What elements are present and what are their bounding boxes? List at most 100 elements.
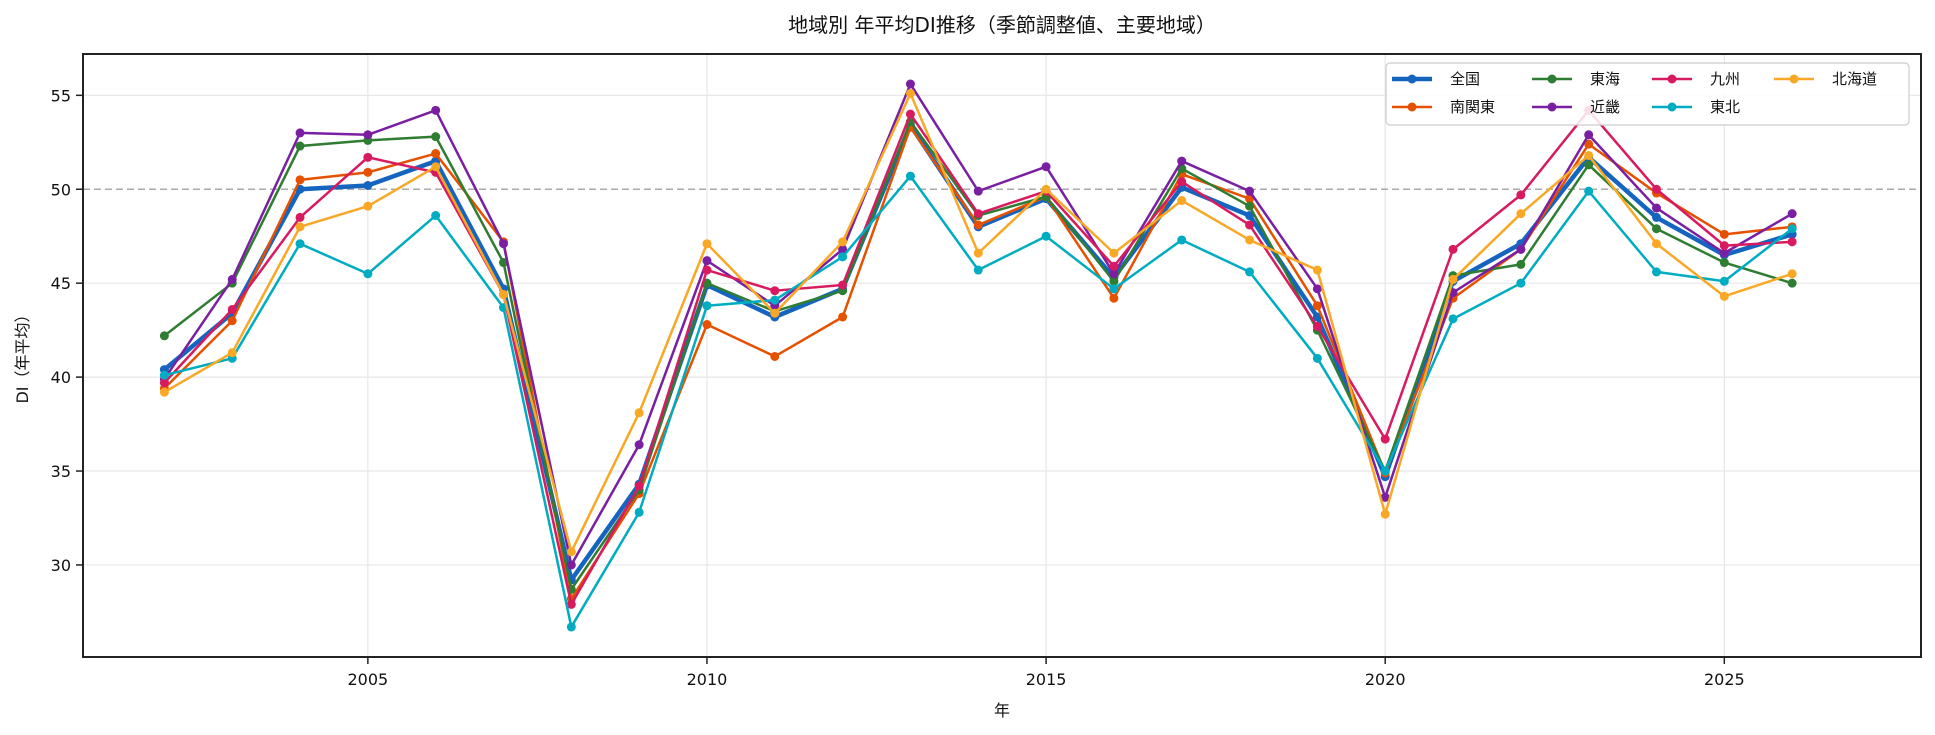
data-point-marker (1719, 241, 1729, 251)
data-point-marker (363, 180, 373, 190)
data-point-marker (295, 239, 305, 249)
legend-label: 全国 (1450, 70, 1480, 88)
data-point-marker (1177, 235, 1187, 245)
data-point-marker (973, 220, 983, 230)
series-lines (159, 79, 1797, 632)
data-point-marker (770, 351, 780, 361)
data-point-marker (431, 162, 441, 172)
legend-marker (1407, 102, 1417, 112)
data-point-marker (566, 560, 576, 570)
plot-frame (82, 53, 1922, 658)
series-5 (159, 171, 1797, 632)
data-point-marker (1245, 220, 1255, 230)
data-point-marker (1380, 466, 1390, 476)
data-point-marker (227, 316, 237, 326)
data-point-marker (702, 265, 712, 275)
data-point-marker (566, 622, 576, 632)
data-point-marker (1312, 312, 1322, 322)
data-point-marker (1787, 209, 1797, 219)
data-point-marker (973, 265, 983, 275)
y-tick-label: 40 (51, 368, 71, 387)
data-point-marker (1516, 190, 1526, 200)
data-point-marker (702, 320, 712, 330)
chart-title: 地域別 年平均DI推移（季節調整値、主要地域） (788, 13, 1216, 37)
data-point-marker (770, 286, 780, 296)
data-point-marker (905, 109, 915, 119)
data-point-marker (838, 280, 848, 290)
data-point-marker (1312, 353, 1322, 363)
data-point-marker (1584, 150, 1594, 160)
data-point-marker (770, 308, 780, 318)
data-point-marker (363, 269, 373, 279)
data-point-marker (1719, 258, 1729, 268)
data-point-marker (227, 274, 237, 284)
data-point-marker (1041, 184, 1051, 194)
data-point-marker (1516, 278, 1526, 288)
data-point-marker (838, 244, 848, 254)
legend-marker (1547, 74, 1557, 84)
x-axis-ticks: 2005 2010 2015 2020 2025 (347, 657, 1745, 689)
data-point-marker (1312, 284, 1322, 294)
x-tick-label: 2005 (347, 670, 388, 689)
data-point-marker (431, 149, 441, 159)
legend-item: 九州 (1652, 70, 1740, 88)
data-point-marker (295, 141, 305, 151)
legend-label: 東海 (1590, 70, 1620, 88)
data-point-marker (1109, 284, 1119, 294)
data-point-marker (1109, 276, 1119, 286)
data-point-marker (1245, 235, 1255, 245)
data-point-marker (1245, 267, 1255, 277)
data-point-marker (159, 378, 169, 388)
data-point-marker (1312, 265, 1322, 275)
data-point-marker (499, 239, 509, 249)
data-point-marker (634, 440, 644, 450)
data-point-marker (1719, 291, 1729, 301)
legend-marker (1789, 74, 1799, 84)
legend-item: 全国 (1392, 70, 1480, 88)
series-line (163, 126, 1793, 601)
data-point-marker (1787, 237, 1797, 247)
data-point-marker (431, 132, 441, 142)
y-tick-label: 45 (51, 274, 71, 293)
data-point-marker (1719, 248, 1729, 258)
data-point-marker (159, 387, 169, 397)
data-point-marker (634, 507, 644, 517)
data-point-marker (1312, 301, 1322, 311)
data-point-marker (363, 167, 373, 177)
y-tick-label: 55 (51, 86, 71, 105)
data-point-marker (1787, 224, 1797, 234)
data-point-marker (1651, 212, 1661, 222)
data-point-marker (566, 599, 576, 609)
data-point-marker (1177, 156, 1187, 166)
legend-marker (1547, 102, 1557, 112)
data-point-marker (1041, 231, 1051, 241)
data-point-marker (838, 252, 848, 262)
data-point-marker (1245, 201, 1255, 211)
legend-item: 東北 (1652, 98, 1740, 116)
data-point-marker (1719, 276, 1729, 286)
series-line (163, 109, 1793, 606)
data-point-marker (227, 348, 237, 358)
data-point-marker (159, 370, 169, 380)
legend-label: 九州 (1710, 70, 1740, 88)
data-point-marker (702, 301, 712, 311)
series-line (164, 174, 1793, 629)
data-point-marker (1651, 267, 1661, 277)
data-point-marker (1516, 259, 1526, 269)
data-point-marker (1109, 269, 1119, 279)
data-point-marker (905, 88, 915, 98)
data-point-marker (1584, 186, 1594, 196)
data-point-marker (1245, 211, 1255, 221)
data-point-marker (1245, 186, 1255, 196)
legend-marker (1667, 74, 1677, 84)
data-point-marker (363, 201, 373, 211)
legend-label: 近畿 (1590, 98, 1620, 116)
data-point-marker (227, 304, 237, 314)
legend-label: 南関東 (1450, 98, 1495, 116)
data-point-marker (1380, 492, 1390, 502)
data-point-marker (363, 152, 373, 162)
series-line (163, 82, 1793, 567)
data-point-marker (838, 312, 848, 322)
